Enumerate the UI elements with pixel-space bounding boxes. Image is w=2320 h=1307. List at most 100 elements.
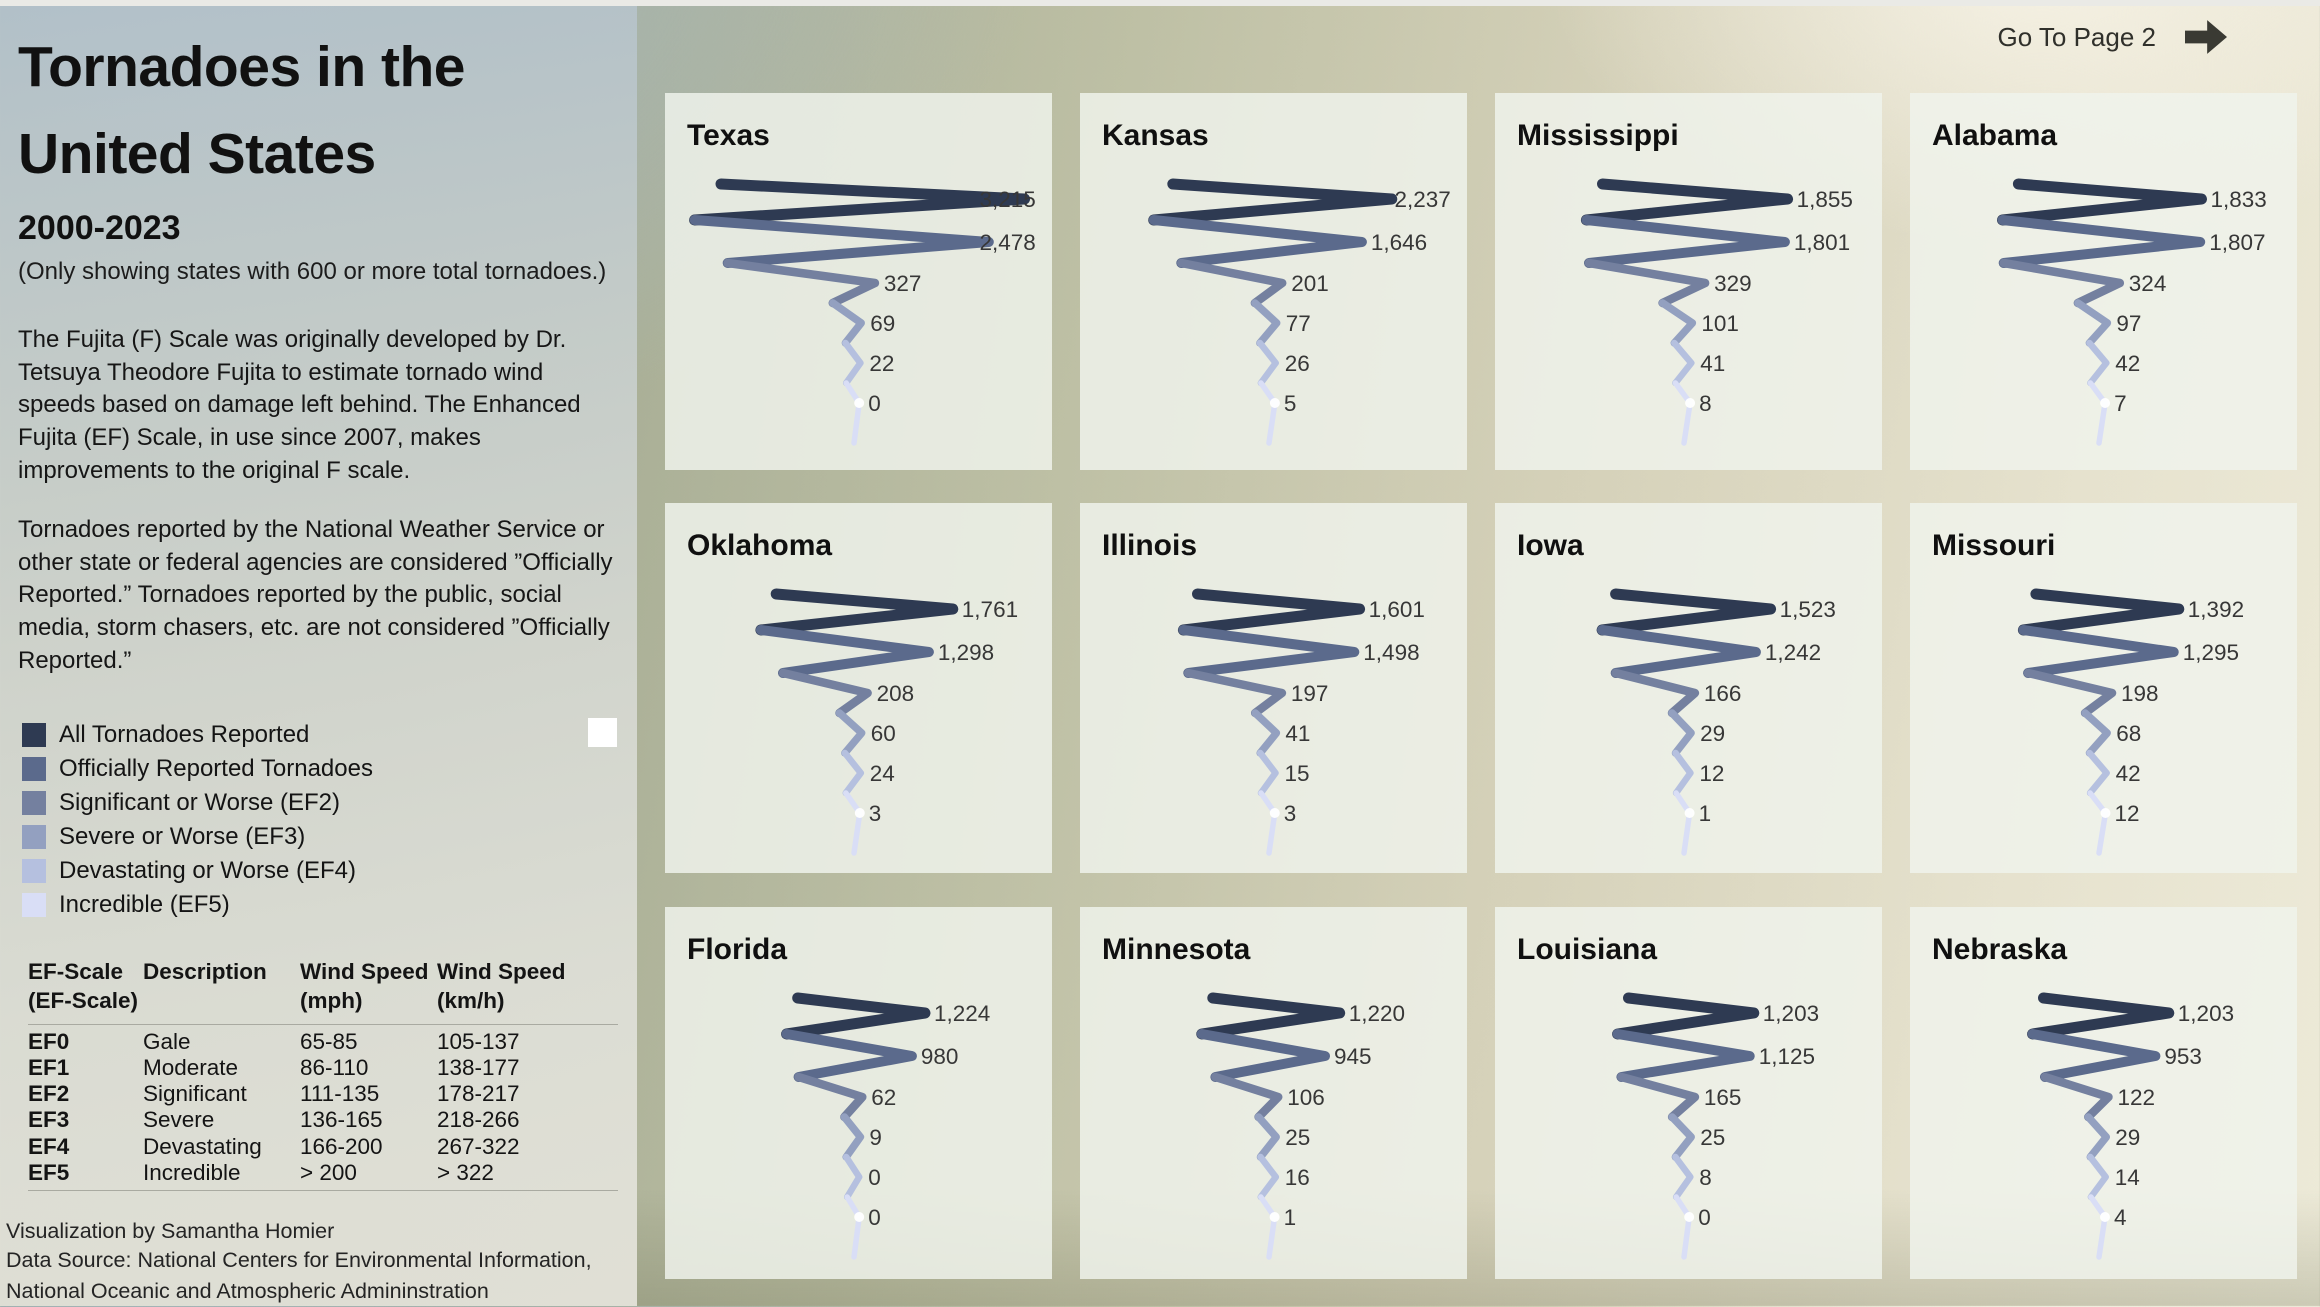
funnel-segment [2087,790,2109,856]
state-card-missouri: 1,392 1,295 198 68 42 12 Missouri [1910,503,2297,873]
funnel-end-dot [1269,1212,1280,1222]
mark-value-label: 69 [870,311,895,336]
funnel-segment [2081,709,2111,757]
mark-value-label: 1,298 [938,640,994,665]
mark-value-label: 7 [2114,391,2127,416]
funnel-end-dot [1684,808,1695,818]
funnel-segment [689,215,994,268]
ef-table-cell: > 322 [437,1160,494,1186]
legend-label: All Tornadoes Reported [59,721,310,748]
funnel-segment [2027,1029,2161,1082]
legend-label: Incredible (EF5) [59,891,230,918]
funnel-segment [1254,1113,1280,1161]
mark-value-label: 0 [868,1165,881,1190]
legend-item[interactable]: All Tornadoes Reported [22,718,373,752]
tornado-spiral-chart: 1,601 1,498 197 41 15 3 [1177,588,1425,856]
state-card-title: Illinois [1102,529,1198,562]
funnel-segment [843,380,862,446]
go-to-page-2-button[interactable]: Go To Page 2 [1997,16,2230,58]
funnel-segment [1580,178,1794,226]
mark-value-label: 166 [1704,681,1742,706]
funnel-end-dot [854,398,865,408]
funnel-segment [1584,258,1710,308]
funnel-segment [1997,178,2207,226]
legend-item[interactable]: Officially Reported Tornadoes [22,752,373,786]
state-card-iowa: 1,523 1,242 166 29 12 1 Iowa [1495,503,1882,873]
funnel-end-dot [2100,398,2111,408]
color-legend: All Tornadoes Reported Officially Reporte… [22,718,373,922]
funnel-segment [1196,992,1346,1040]
mark-value-label: 41 [1700,351,1725,376]
legend-swatch [22,859,46,883]
ef-table-cell: EF5 [28,1160,70,1186]
funnel-segment [1672,749,1694,797]
mark-value-label: 25 [1285,1125,1310,1150]
legend-label: Devastating or Worse (EF4) [59,857,356,884]
ef-table-cell: 178-217 [437,1081,520,1107]
funnel-segment [840,1113,865,1161]
funnel-segment [689,178,1031,226]
mark-value-label: 1,801 [1794,230,1850,255]
mark-value-label: 945 [1334,1044,1372,1069]
right-arrow-icon [2185,20,2227,54]
state-card-minnesota: 1,220 945 106 25 16 1 Minnesota [1080,907,1467,1279]
funnel-segment [1672,1153,1694,1201]
funnel-segment [1258,380,1278,446]
funnel-segment [1671,339,1695,387]
go-to-page-2-label: Go To Page 2 [1997,21,2156,52]
mark-value-label: 9 [869,1125,882,1150]
funnel-segment [829,299,865,347]
funnel-end-dot [1269,398,1280,408]
funnel-segment [2017,588,2185,636]
ef-table-cell: Devastating [143,1133,262,1159]
funnel-segment [1196,1029,1330,1082]
ef-table-cell: 267-322 [437,1133,520,1159]
mark-value-label: 1,242 [1765,640,1821,665]
legend-swatch [22,893,46,917]
funnel-segment [1672,380,1693,446]
funnel-end-dot [2100,1212,2110,1222]
funnel-segment [842,339,864,387]
funnel-segment [1251,299,1281,347]
ef-table-cell: Severe [143,1107,215,1133]
legend-highlight-box[interactable] [588,718,617,747]
ef-table-cell: Moderate [143,1054,239,1080]
top-edge-strip [0,0,2320,6]
mark-value-label: 1,224 [934,1001,990,1026]
table-rule [28,1023,618,1025]
ef-table-header: Wind Speed (mph) [300,959,429,1013]
mark-value-label: 3,215 [980,187,1036,212]
state-card-nebraska: 1,203 953 122 29 14 4 Nebraska [1910,907,2297,1279]
ef-table-cell: 138-177 [437,1054,520,1080]
mark-value-label: 42 [2115,351,2140,376]
funnel-segment [723,258,880,308]
funnel-segment [1184,668,1287,718]
credit-source: Data Source: National Centers for Enviro… [6,1248,592,1304]
legend-item[interactable]: Severe or Worse (EF3) [22,820,373,854]
ef-table-cell: 86-110 [300,1054,369,1080]
funnel-segment [2027,992,2175,1040]
funnel-segment [781,1029,917,1082]
mark-value-label: 165 [1704,1085,1742,1110]
ef-table-cell: 111-135 [300,1081,380,1107]
funnel-segment [1658,299,1697,347]
ef-table-cell: 218-266 [437,1107,520,1133]
funnel-segment [1612,992,1760,1040]
legend-item[interactable]: Incredible (EF5) [22,888,373,922]
tornado-spiral-chart: 1,224 980 62 9 0 0 [781,992,990,1260]
funnel-segment [2018,625,2179,678]
legend-item[interactable]: Devastating or Worse (EF4) [22,854,373,888]
tornado-spiral-chart: 2,237 1,646 201 77 26 5 [1148,178,1451,446]
funnel-segment [1258,1194,1278,1260]
legend-item[interactable]: Significant or Worse (EF2) [22,786,373,820]
funnel-end-dot [2100,808,2111,818]
ef-table-cell: EF3 [28,1107,70,1133]
funnel-segment [842,1153,863,1201]
funnel-segment [1256,749,1279,797]
funnel-segment [1148,178,1398,226]
state-card-louisiana: 1,203 1,125 165 25 8 0 Louisiana [1495,907,1882,1279]
mark-value-label: 1,646 [1371,230,1427,255]
ef-table-cell: EF4 [28,1133,70,1159]
mark-value-label: 106 [1287,1085,1325,1110]
mark-value-label: 8 [1699,1165,1712,1190]
